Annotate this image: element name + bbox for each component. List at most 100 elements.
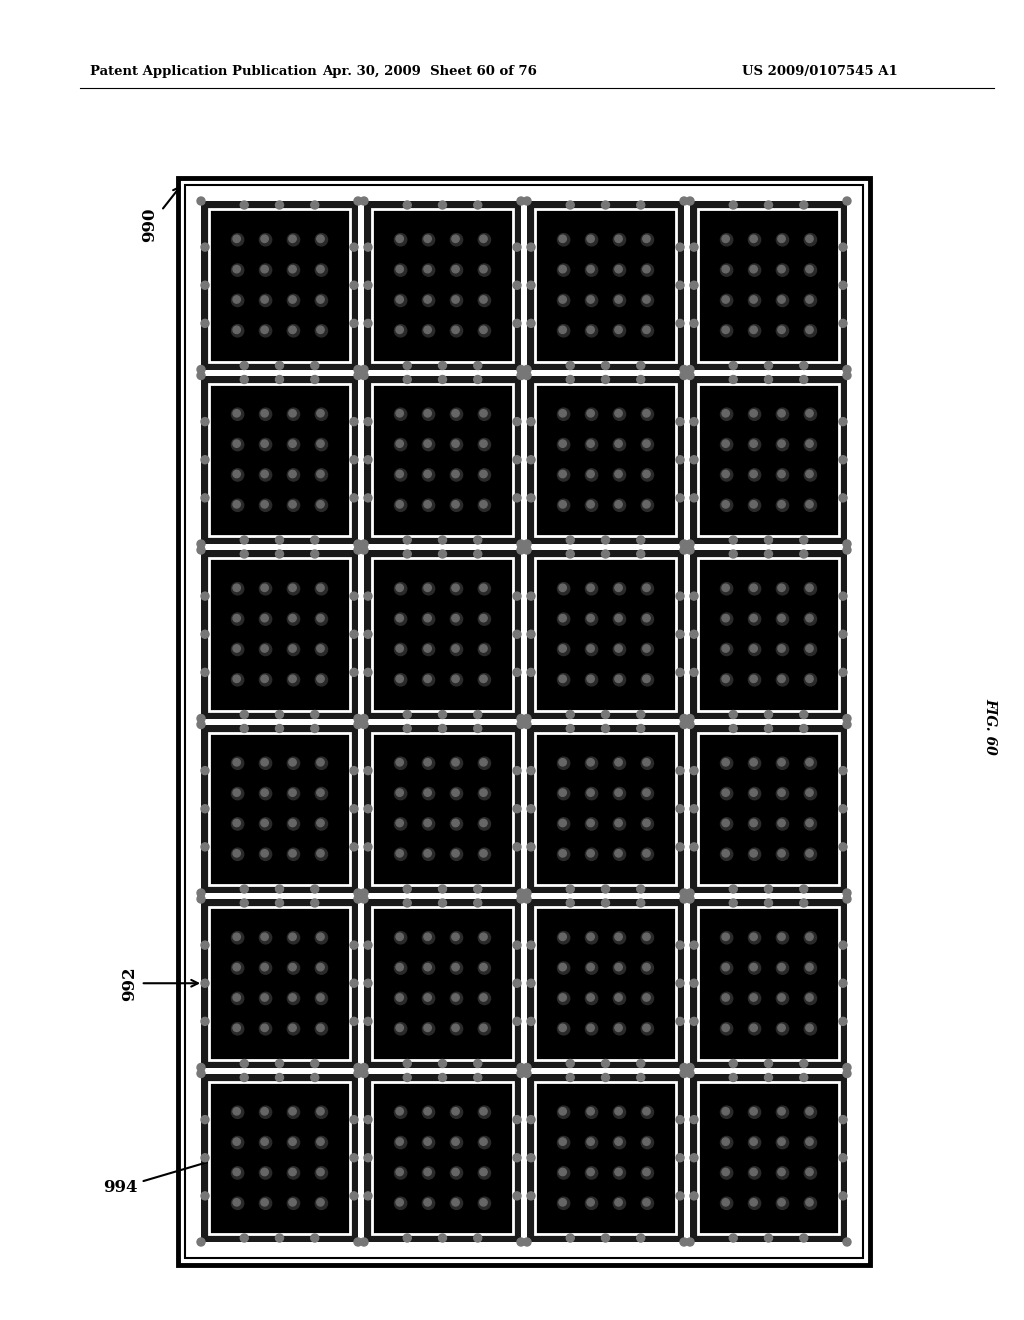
Circle shape (474, 375, 481, 384)
Circle shape (438, 375, 446, 384)
Circle shape (394, 582, 407, 595)
Circle shape (749, 1023, 761, 1035)
Circle shape (637, 884, 645, 894)
Circle shape (778, 850, 785, 857)
Circle shape (559, 585, 566, 591)
Circle shape (839, 630, 847, 639)
Circle shape (676, 455, 684, 463)
Circle shape (843, 540, 851, 548)
Circle shape (424, 440, 431, 447)
Circle shape (422, 818, 434, 830)
Circle shape (354, 888, 362, 898)
Bar (690, 550, 847, 718)
Circle shape (749, 499, 761, 511)
Circle shape (289, 615, 296, 622)
Circle shape (686, 540, 694, 548)
Circle shape (315, 1137, 328, 1148)
Circle shape (721, 758, 733, 770)
Bar (376, 562, 509, 706)
Circle shape (750, 1107, 758, 1115)
Circle shape (480, 615, 487, 622)
Circle shape (614, 820, 623, 826)
Circle shape (452, 675, 459, 682)
Circle shape (513, 668, 521, 676)
Circle shape (614, 644, 623, 652)
Circle shape (843, 546, 851, 554)
Circle shape (394, 849, 407, 861)
Circle shape (557, 1137, 569, 1148)
Circle shape (364, 417, 372, 425)
Circle shape (776, 993, 788, 1005)
Circle shape (613, 1137, 626, 1148)
Circle shape (676, 843, 684, 851)
Circle shape (587, 585, 594, 591)
Circle shape (806, 326, 813, 334)
Circle shape (259, 325, 271, 337)
Circle shape (233, 994, 241, 1001)
Circle shape (800, 201, 808, 209)
Circle shape (721, 1197, 733, 1209)
Circle shape (201, 319, 209, 327)
Bar (539, 562, 672, 706)
Circle shape (839, 979, 847, 987)
Circle shape (259, 1023, 271, 1035)
Circle shape (804, 1106, 816, 1118)
Circle shape (403, 1234, 412, 1242)
Circle shape (613, 818, 626, 830)
Circle shape (804, 325, 816, 337)
Circle shape (350, 417, 358, 425)
Circle shape (641, 582, 653, 595)
Circle shape (316, 615, 325, 622)
Circle shape (364, 1192, 372, 1200)
Circle shape (806, 850, 813, 857)
Circle shape (676, 494, 684, 502)
Circle shape (680, 895, 688, 903)
Circle shape (613, 408, 626, 420)
Circle shape (289, 585, 296, 591)
Circle shape (750, 789, 758, 796)
Circle shape (451, 438, 463, 450)
Circle shape (601, 375, 609, 384)
Circle shape (641, 1167, 653, 1179)
Circle shape (676, 417, 684, 425)
Circle shape (523, 895, 531, 903)
Circle shape (806, 964, 813, 970)
Circle shape (749, 849, 761, 861)
Circle shape (613, 1106, 626, 1118)
Circle shape (354, 197, 362, 205)
Circle shape (750, 644, 758, 652)
Bar (372, 558, 513, 710)
Circle shape (396, 235, 403, 243)
Circle shape (806, 265, 813, 273)
Bar (364, 899, 521, 1068)
Circle shape (259, 582, 271, 595)
Circle shape (288, 962, 300, 974)
Circle shape (316, 440, 325, 447)
Circle shape (480, 820, 487, 826)
Circle shape (806, 759, 813, 766)
Circle shape (776, 325, 788, 337)
Circle shape (288, 234, 300, 246)
Circle shape (806, 470, 813, 478)
Circle shape (804, 408, 816, 420)
Circle shape (643, 1024, 650, 1031)
Circle shape (396, 500, 403, 508)
Circle shape (451, 962, 463, 974)
Circle shape (513, 1115, 521, 1123)
Circle shape (478, 234, 490, 246)
Circle shape (288, 325, 300, 337)
Circle shape (310, 536, 318, 544)
Circle shape (289, 235, 296, 243)
Circle shape (686, 1238, 694, 1246)
Circle shape (806, 1138, 813, 1146)
Circle shape (233, 964, 241, 970)
Bar (702, 562, 835, 706)
Circle shape (259, 1137, 271, 1148)
Circle shape (354, 540, 362, 548)
Circle shape (394, 643, 407, 656)
Circle shape (261, 820, 268, 826)
Circle shape (275, 550, 284, 558)
Circle shape (480, 1168, 487, 1176)
Circle shape (452, 326, 459, 334)
Circle shape (288, 932, 300, 944)
